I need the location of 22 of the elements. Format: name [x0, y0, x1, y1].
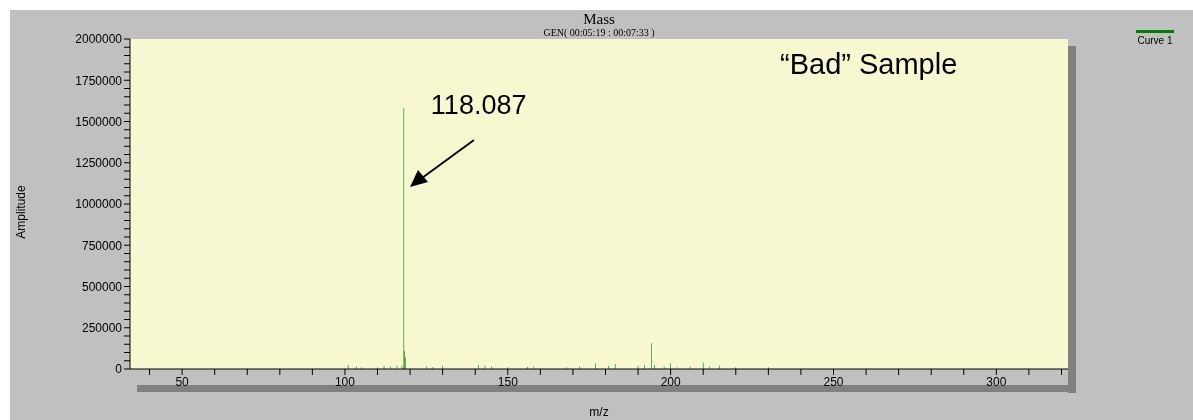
annotation: 118.087: [430, 89, 527, 121]
x-tick-label: 300: [986, 374, 1007, 389]
x-tick-label: 150: [497, 374, 519, 389]
x-tick-label: 50: [175, 374, 190, 389]
x-axis-title: m/z: [588, 405, 610, 419]
y-tick-label: 1250000: [75, 156, 123, 171]
y-tick-label: 0: [115, 362, 123, 377]
y-tick-label: 1750000: [75, 73, 123, 88]
y-tick-label: 2000000: [75, 32, 123, 47]
y-axis-title: Amplitude: [14, 185, 28, 239]
y-tick-label: 250000: [81, 321, 123, 336]
x-tick-label: 250: [823, 374, 844, 389]
y-tick-label: 500000: [81, 279, 123, 294]
legend-label: Curve 1: [1136, 34, 1174, 46]
chart-subtitle: GEN( 00:05:19 : 00:07:33 ): [542, 27, 656, 39]
y-tick-label: 750000: [81, 238, 123, 253]
x-tick-label: 100: [334, 374, 356, 389]
annotation: “Bad” Sample: [780, 48, 958, 81]
chart-title: Mass: [582, 11, 616, 27]
x-tick-label: 200: [660, 374, 681, 389]
y-tick-label: 1500000: [75, 114, 123, 129]
y-tick-label: 1000000: [75, 197, 123, 212]
